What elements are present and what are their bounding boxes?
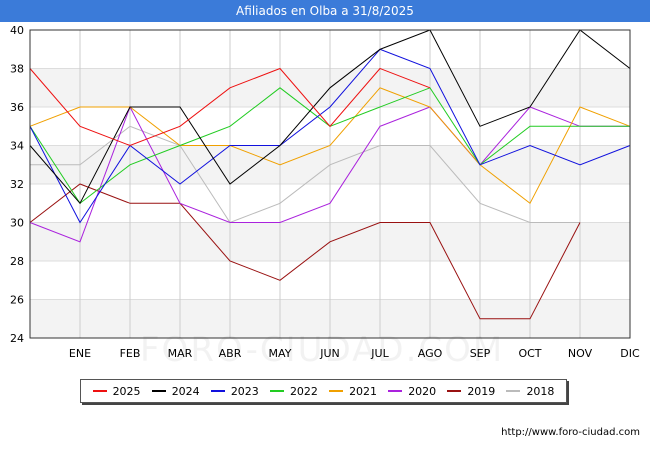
x-tick-label: OCT xyxy=(518,347,541,360)
legend-label: 2018 xyxy=(526,384,555,398)
legend-label: 2023 xyxy=(230,384,259,398)
chart-title: Afiliados en Olba a 31/8/2025 xyxy=(0,0,650,22)
legend-item-2019: 2019 xyxy=(447,385,495,398)
x-tick-label: AGO xyxy=(418,347,443,360)
x-tick-label: ENE xyxy=(69,347,91,360)
legend-label: 2024 xyxy=(171,384,200,398)
line-chart: 24 26 28 30 32 34 36 38 40 ENE FEB MAR ABR MAY JUN JUL… xyxy=(10,24,640,360)
legend-label: 2022 xyxy=(289,384,318,398)
x-tick-label: MAR xyxy=(168,347,193,360)
legend-item-2021: 2021 xyxy=(329,385,377,398)
y-tick-label: 40 xyxy=(10,24,24,37)
legend-swatch xyxy=(210,390,225,392)
x-tick-label: FEB xyxy=(120,347,141,360)
x-tick-label: SEP xyxy=(470,347,491,360)
legend-swatch xyxy=(92,390,107,392)
y-tick-label: 32 xyxy=(10,178,24,191)
series-lines xyxy=(29,29,631,320)
y-tick-label: 24 xyxy=(10,332,24,345)
x-tick-label: NOV xyxy=(568,347,593,360)
legend-item-2023: 2023 xyxy=(210,384,259,398)
y-tick-label: 30 xyxy=(10,217,24,230)
legend-item-2024: 2024 xyxy=(151,384,200,398)
legend-label: 2019 xyxy=(467,384,496,398)
legend-swatch xyxy=(506,390,521,392)
legend-label: 2025 xyxy=(112,384,141,398)
legend-label: 2021 xyxy=(349,384,378,398)
x-tick-label: ABR xyxy=(219,347,242,360)
plot-frame xyxy=(29,29,631,339)
series-line-2019 xyxy=(29,183,581,320)
y-axis-ticks: 24 26 28 30 32 34 36 38 40 xyxy=(10,24,24,345)
legend-swatch xyxy=(329,390,344,392)
watermark: FORO-CIUDAD.COM xyxy=(140,330,505,370)
x-tick-label: DIC xyxy=(620,347,640,360)
y-tick-label: 38 xyxy=(10,63,24,76)
legend-swatch xyxy=(151,390,166,392)
x-axis-ticks: ENE FEB MAR ABR MAY JUN JUL AGO SEP OCT NOV DIC xyxy=(69,347,640,360)
legend-item-2025: 2025 xyxy=(92,384,141,398)
y-tick-label: 34 xyxy=(10,140,24,153)
legend-item-2022: 2022 xyxy=(269,384,318,398)
legend-item-2018: 2018 xyxy=(506,385,554,398)
y-tick-label: 26 xyxy=(10,294,24,307)
series-line-2025 xyxy=(29,67,431,147)
x-tick-label: JUL xyxy=(370,347,389,360)
source-url: http://www.foro-ciudad.com xyxy=(501,427,640,438)
x-tick-label: MAY xyxy=(269,347,292,360)
legend-item-2020: 2020 xyxy=(388,385,436,398)
legend-label: 2020 xyxy=(408,384,437,398)
series-line-2024 xyxy=(29,29,631,205)
series-line-2018 xyxy=(30,125,580,224)
y-tick-label: 28 xyxy=(10,255,24,268)
legend-swatch xyxy=(447,390,462,392)
x-tick-label: JUN xyxy=(319,347,340,360)
y-tick-label: 36 xyxy=(10,101,24,114)
legend: 2025 2024 2023 2022 2021 2020 2019 2018 xyxy=(80,379,567,403)
legend-swatch xyxy=(388,390,403,392)
legend-swatch xyxy=(269,390,284,392)
